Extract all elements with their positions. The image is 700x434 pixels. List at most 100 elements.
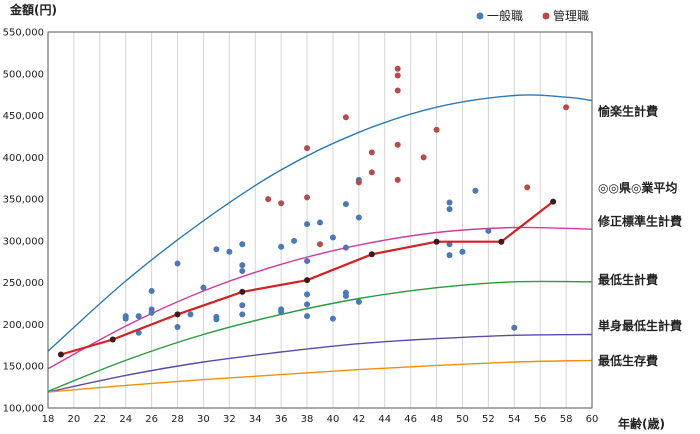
y-tick-label: 450,000 <box>3 111 44 122</box>
y-tick-label: 200,000 <box>3 320 44 331</box>
scatter-point <box>304 257 311 264</box>
average-point <box>433 238 440 245</box>
scatter-point <box>329 315 336 322</box>
scatter-point <box>420 154 427 161</box>
right-label: 最低生存費 <box>598 353 658 368</box>
scatter-point <box>148 288 155 295</box>
scatter-point <box>187 311 194 318</box>
scatter-points <box>122 65 570 336</box>
average-point <box>239 288 246 295</box>
right-label: 単身最低生計費 <box>598 318 682 333</box>
average-point <box>368 251 375 258</box>
y-tick-label: 550,000 <box>3 28 44 39</box>
scatter-point <box>213 246 220 253</box>
scatter-point <box>135 313 142 320</box>
scatter-point <box>304 221 311 228</box>
x-tick-label: 38 <box>301 414 314 425</box>
average-point <box>57 351 64 358</box>
axes <box>47 31 593 409</box>
scatter-point <box>174 260 181 267</box>
y-tick-label: 350,000 <box>3 195 44 206</box>
x-tick-label: 46 <box>404 414 417 425</box>
x-tick-label: 18 <box>42 414 55 425</box>
scatter-point <box>278 308 285 315</box>
x-tick-label: 42 <box>352 414 365 425</box>
y-axis-title: 金額(円) <box>9 2 57 17</box>
curve-line <box>47 359 593 393</box>
legend-label: 管理職 <box>553 8 589 23</box>
y-tick-label: 250,000 <box>3 278 44 289</box>
y-tick-label: 400,000 <box>3 153 44 164</box>
scatter-point <box>265 196 272 203</box>
x-tick-label: 44 <box>378 414 391 425</box>
scatter-point <box>459 248 466 255</box>
scatter-point <box>433 126 440 133</box>
scatter-point <box>355 179 362 186</box>
scatter-point <box>239 241 246 248</box>
plot-frame <box>47 31 593 409</box>
right-label: 最低生計費 <box>598 272 658 287</box>
scatter-point <box>485 227 492 234</box>
scatter-point <box>394 87 401 94</box>
scatter-point <box>563 104 570 111</box>
x-tick-label: 40 <box>327 414 340 425</box>
x-tick-label: 60 <box>586 414 599 425</box>
x-tick-label: 48 <box>430 414 443 425</box>
x-tick-label: 34 <box>249 414 262 425</box>
scatter-point <box>239 302 246 309</box>
scatter-point <box>394 72 401 79</box>
scatter-point <box>342 293 349 300</box>
scatter-point <box>304 313 311 320</box>
x-tick-label: 50 <box>456 414 469 425</box>
scatter-point <box>524 184 531 191</box>
x-tick-label: 22 <box>93 414 106 425</box>
x-axis-title: 年齢(歳) <box>618 416 665 431</box>
curve-line <box>47 333 593 393</box>
legend-label: 一般職 <box>487 8 523 23</box>
average-line <box>57 198 557 358</box>
x-tick-label: 32 <box>223 414 236 425</box>
scatter-point <box>213 316 220 323</box>
tick-labels: 18 20 22 24 26 28 30 32 34 36 38 40 42 44 46 48 50 52 54 56… <box>3 28 599 426</box>
scatter-point <box>304 301 311 308</box>
scatter-point <box>368 149 375 156</box>
x-tick-label: 56 <box>534 414 547 425</box>
scatter-point <box>304 194 311 201</box>
legend-marker <box>542 12 550 20</box>
curve-line <box>47 226 593 370</box>
scatter-point <box>239 262 246 269</box>
curve-line <box>47 94 593 352</box>
scatter-point <box>317 219 323 226</box>
scatter-point <box>355 298 362 305</box>
scatter-point <box>278 243 285 250</box>
scatter-point <box>135 329 142 336</box>
scatter-point <box>239 311 246 318</box>
scatter-point <box>342 114 349 121</box>
average-point <box>109 336 116 343</box>
x-tick-label: 30 <box>197 414 210 425</box>
scatter-point <box>394 141 401 148</box>
right-label: 愉楽生計費 <box>598 103 658 118</box>
x-tick-label: 58 <box>560 414 573 425</box>
scatter-point <box>304 145 311 152</box>
legend: 一般職 管理職 <box>476 8 589 23</box>
scatter-point <box>278 200 285 207</box>
x-tick-label: 52 <box>482 414 495 425</box>
grid <box>73 32 567 408</box>
average-point <box>498 238 505 245</box>
right-label: ◎◎県◎業平均 <box>598 180 677 195</box>
y-tick-label: 500,000 <box>3 69 44 80</box>
right-label: 修正標準生計費 <box>597 214 682 229</box>
scatter-point <box>446 206 453 213</box>
scatter-point <box>446 252 453 259</box>
scatter-point <box>355 214 362 221</box>
y-tick-label: 300,000 <box>3 236 44 247</box>
scatter-point <box>174 323 181 330</box>
x-tick-label: 28 <box>171 414 184 425</box>
scatter-point <box>394 65 401 72</box>
scatter-point <box>342 201 349 208</box>
scatter-point <box>317 241 323 248</box>
curve-line <box>47 280 593 392</box>
